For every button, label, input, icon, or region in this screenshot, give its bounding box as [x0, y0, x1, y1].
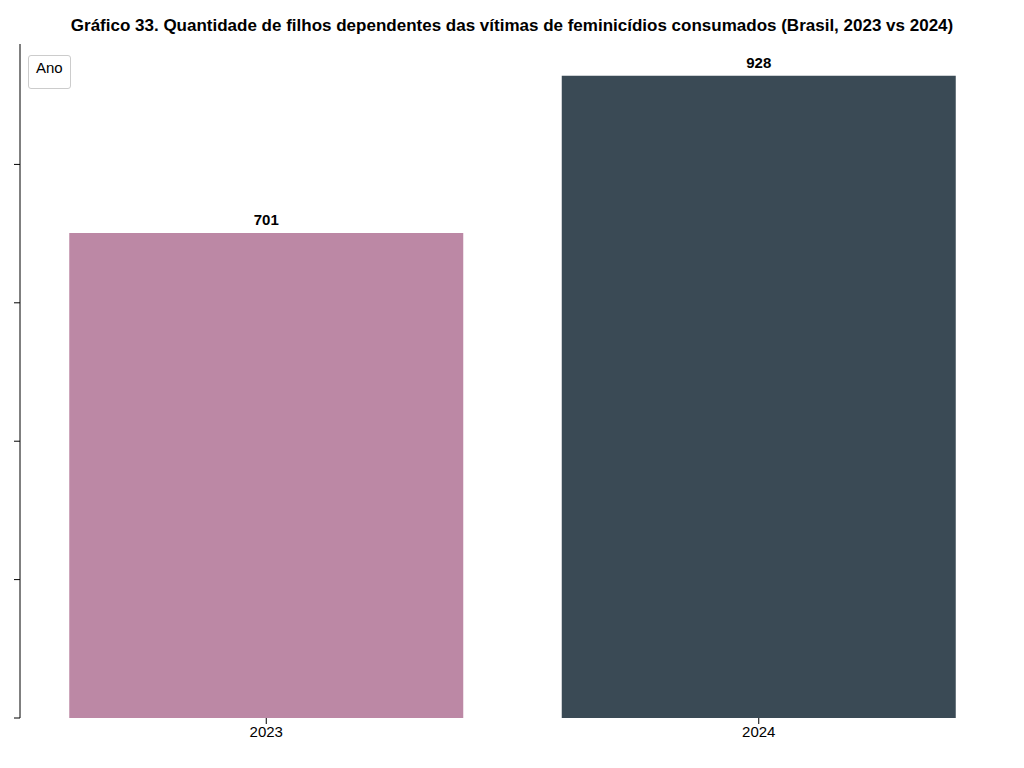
html-text:Gráfico 33. Quantidade de filh: Gráfico 33. Quantidade de filhos depende…	[70, 16, 954, 35]
html-text:Ano: Ano	[36, 59, 63, 76]
svg-text:2024: 2024	[742, 723, 775, 740]
svg-text:928: 928	[746, 54, 771, 71]
svg-text:2023: 2023	[250, 723, 283, 740]
svg-text:701: 701	[254, 211, 279, 228]
